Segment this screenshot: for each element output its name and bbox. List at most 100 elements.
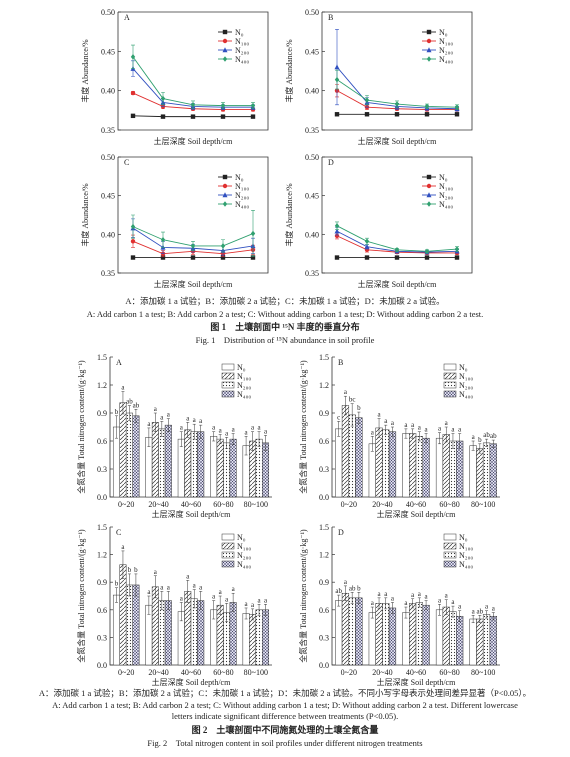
significance-letter: a — [245, 428, 249, 436]
significance-letter: a — [411, 591, 415, 599]
significance-letter: a — [458, 603, 462, 611]
significance-letter: bc — [349, 396, 356, 404]
error-bar — [199, 424, 203, 439]
error-bar — [343, 585, 347, 601]
significance-letter: a — [371, 428, 375, 436]
x-tick-label: 40~60 — [406, 500, 426, 509]
legend-swatch — [443, 363, 457, 371]
marker — [250, 114, 256, 119]
bar — [469, 618, 477, 666]
significance-letter: a — [154, 568, 158, 576]
error-bar — [166, 418, 170, 432]
y-tick-label: 1.2 — [97, 551, 107, 560]
legend-label: N₀ — [235, 28, 244, 37]
error-bar — [411, 428, 415, 439]
bar — [382, 603, 390, 666]
bar — [158, 600, 166, 666]
figure-title: Fig. 2 Total nitrogen content in soil pr… — [147, 738, 422, 748]
marker — [220, 255, 226, 260]
significance-letter: b — [128, 566, 132, 574]
legend-label: N₀ — [237, 363, 246, 372]
marker — [394, 247, 400, 253]
y-tick-label: 0.6 — [319, 606, 329, 615]
legend-label: N₄₀₀ — [459, 390, 473, 399]
significance-letter: a — [404, 599, 408, 607]
legend-swatch — [443, 372, 457, 380]
error-bar — [384, 597, 388, 610]
bar — [119, 564, 127, 666]
y-tick-label: 0.50 — [101, 153, 115, 162]
significance-letter: a — [264, 596, 268, 604]
x-tick-label: 60~80 — [213, 500, 233, 509]
x-tick-label: 40~60 — [406, 668, 426, 677]
significance-letter: a — [167, 583, 171, 591]
bar — [382, 429, 390, 498]
x-tick-label: 20~40 — [372, 500, 392, 509]
marker — [364, 112, 370, 117]
marker — [220, 102, 226, 109]
y-tick-label: 0.35 — [305, 269, 319, 278]
significance-letter: a — [257, 596, 261, 604]
significance-letter: a — [225, 595, 229, 603]
significance-letter: a — [371, 599, 375, 607]
bar — [469, 445, 477, 498]
bar — [190, 598, 198, 666]
y-axis-label: 丰度 Abundance/% — [284, 183, 294, 247]
legend-label: N₄₀₀ — [439, 200, 453, 209]
figure-title: Fig. 1 Distribution of ¹⁵N abundance in … — [196, 335, 375, 345]
y-tick-label: 0.9 — [319, 409, 329, 418]
legend-label: N₂₀₀ — [235, 191, 249, 200]
y-tick-label: 0.3 — [319, 465, 329, 474]
significance-letter: ab — [490, 432, 497, 440]
significance-letter: a — [445, 592, 449, 600]
significance-letter: a — [121, 384, 125, 392]
bar — [119, 402, 127, 498]
marker — [334, 228, 340, 234]
significance-letter: a — [186, 572, 190, 580]
y-axis-label: 丰度 Abundance/% — [80, 39, 90, 103]
legend-label: N₁₀₀ — [235, 37, 249, 46]
bar — [151, 422, 159, 498]
bar — [489, 443, 497, 498]
panel-label: D — [328, 158, 334, 167]
legend-marker — [426, 56, 432, 62]
significance-letter: a — [180, 594, 184, 602]
error-bar — [478, 615, 482, 623]
marker — [250, 230, 256, 237]
significance-letter: a — [219, 426, 223, 434]
error-bar — [186, 422, 190, 438]
bar — [262, 609, 270, 666]
y-tick-label: 1.5 — [319, 523, 329, 532]
x-tick-label: 0~20 — [341, 500, 357, 509]
error-bar — [357, 592, 361, 604]
legend-label: N₀ — [459, 533, 468, 542]
significance-letter: a — [384, 417, 388, 425]
significance-letter: a — [193, 582, 197, 590]
error-bar — [244, 607, 248, 620]
bar — [435, 437, 444, 498]
error-bar — [244, 436, 248, 456]
caption: A：添加碳 1 a 试验；B：添加碳 2 a 试验；C：未加碳 1 a 试验；D… — [125, 296, 444, 306]
error-bar — [471, 615, 475, 623]
error-bar — [390, 602, 394, 614]
significance-letter: a — [199, 417, 203, 425]
legend-swatch — [221, 381, 235, 389]
x-tick-label: 20~40 — [148, 668, 168, 677]
significance-letter: a — [458, 426, 462, 434]
x-tick-label: 80~100 — [471, 500, 495, 509]
significance-letter: a — [425, 426, 429, 434]
y-tick-label: 0.9 — [319, 578, 329, 587]
x-tick-label: 80~100 — [244, 668, 268, 677]
error-bar — [377, 418, 381, 438]
significance-letter: a — [186, 414, 190, 422]
legend-label: N₀ — [459, 363, 468, 372]
marker — [190, 243, 196, 249]
x-tick-label: 60~80 — [439, 500, 459, 509]
caption: letters indicate significant difference … — [172, 711, 399, 721]
legend-swatch — [443, 390, 457, 398]
marker — [394, 112, 400, 117]
bar — [415, 602, 423, 666]
legend-swatch — [221, 551, 235, 559]
bar — [223, 442, 231, 498]
y-tick-label: 1.2 — [97, 381, 107, 390]
